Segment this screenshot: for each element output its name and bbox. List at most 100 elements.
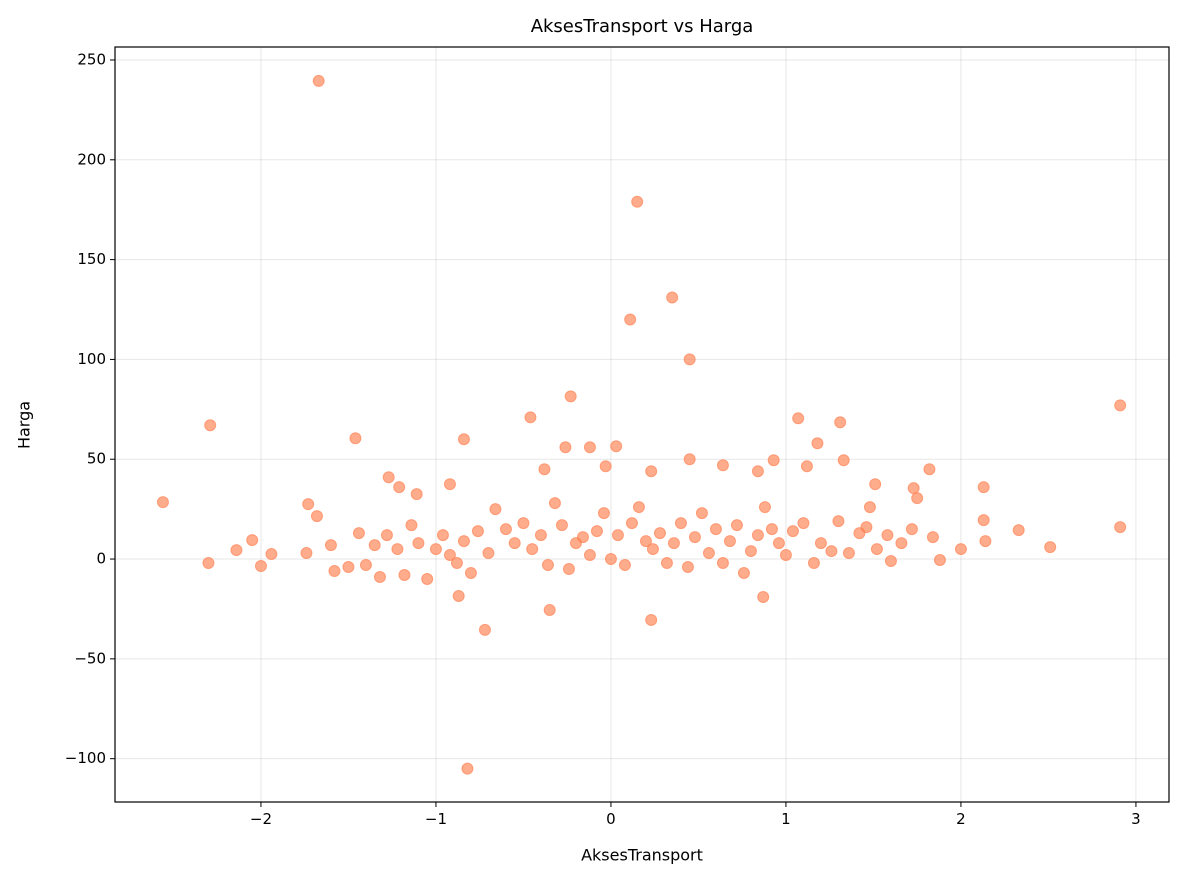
point (555, 519, 568, 532)
point (667, 537, 680, 550)
point (246, 534, 259, 547)
point (410, 488, 423, 501)
x-tick-label: −1 (425, 810, 447, 828)
point (524, 411, 537, 424)
point (757, 590, 770, 603)
x-tick-label: 1 (781, 810, 791, 828)
point (538, 463, 551, 476)
point (645, 465, 658, 478)
point (583, 441, 596, 454)
point (464, 567, 477, 580)
point (646, 543, 659, 556)
point (681, 561, 694, 574)
y-tick-label: −50 (74, 649, 106, 667)
point (391, 543, 404, 556)
point (625, 517, 638, 530)
y-axis-label: Harga (15, 401, 34, 449)
point (611, 529, 624, 542)
x-axis-label: AksesTransport (581, 846, 703, 865)
point (674, 517, 687, 530)
point (300, 547, 313, 560)
point (870, 543, 883, 556)
point (564, 390, 577, 403)
point (702, 547, 715, 560)
point (695, 507, 708, 520)
point (604, 553, 617, 566)
point (730, 519, 743, 532)
point (471, 525, 484, 538)
point (156, 496, 169, 509)
point (324, 539, 337, 552)
point (478, 623, 491, 636)
point (541, 559, 554, 572)
point (881, 529, 894, 542)
point (412, 537, 425, 550)
point (926, 531, 939, 544)
point (526, 543, 539, 556)
point (1114, 399, 1127, 412)
point (443, 549, 456, 562)
point (457, 433, 470, 446)
point (632, 501, 645, 514)
point (923, 463, 936, 476)
point (751, 465, 764, 478)
point (499, 523, 512, 536)
point (716, 459, 729, 472)
point (860, 521, 873, 534)
point (382, 471, 395, 484)
point (576, 531, 589, 544)
point (624, 313, 637, 326)
plot-frame (114, 46, 1170, 803)
point (954, 543, 967, 556)
point (610, 440, 623, 453)
y-tick-label: 200 (77, 150, 106, 168)
point (772, 537, 785, 550)
point (393, 481, 406, 494)
point (666, 291, 679, 304)
point (786, 525, 799, 538)
point (398, 569, 411, 582)
point (832, 515, 845, 528)
point (758, 501, 771, 514)
point (825, 545, 838, 558)
point (452, 589, 465, 602)
point (461, 762, 474, 775)
point (933, 554, 946, 567)
point (436, 529, 449, 542)
point (1012, 524, 1025, 537)
x-tick-label: −2 (250, 810, 272, 828)
point (792, 412, 805, 425)
point (977, 481, 990, 494)
point (302, 498, 315, 511)
point (508, 537, 521, 550)
y-tick-label: 50 (87, 450, 106, 468)
point (683, 353, 696, 366)
point (597, 507, 610, 520)
point (797, 517, 810, 530)
point (443, 478, 456, 491)
y-tick-label: 250 (77, 50, 106, 68)
point (405, 519, 418, 532)
point (837, 454, 850, 467)
point (645, 613, 658, 626)
point (352, 527, 365, 540)
point (977, 514, 990, 527)
point (380, 529, 393, 542)
point (559, 441, 572, 454)
point (869, 478, 882, 491)
point (342, 561, 355, 574)
point (660, 557, 673, 570)
point (482, 547, 495, 560)
point (450, 557, 463, 570)
point (1114, 521, 1127, 534)
point (765, 523, 778, 536)
chart-title: AksesTransport vs Harga (531, 16, 754, 37)
point (842, 547, 855, 560)
y-tick-label: 0 (96, 550, 106, 568)
point (979, 535, 992, 548)
y-tick-label: −100 (65, 749, 106, 767)
point (834, 416, 847, 429)
point (202, 557, 215, 570)
point (534, 529, 547, 542)
